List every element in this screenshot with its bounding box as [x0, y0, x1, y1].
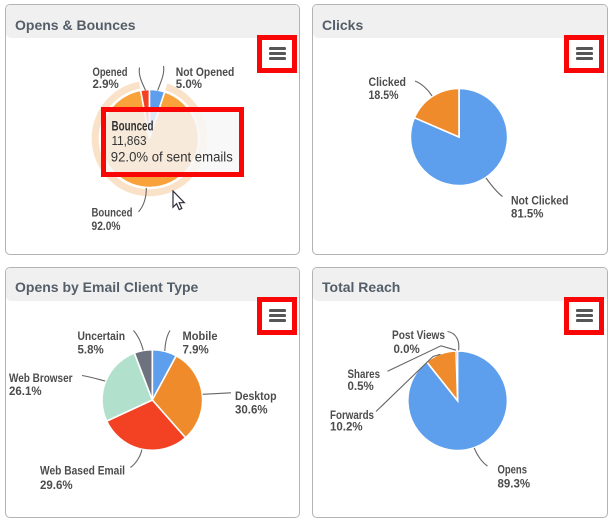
svg-text:Web Based Email: Web Based Email	[40, 466, 125, 478]
svg-text:Forwards: Forwards	[330, 410, 374, 422]
svg-text:Web Browser: Web Browser	[9, 373, 73, 385]
svg-text:81.5%: 81.5%	[511, 209, 544, 221]
svg-text:7.9%: 7.9%	[183, 345, 209, 357]
svg-text:Shares: Shares	[348, 369, 381, 381]
svg-text:5.8%: 5.8%	[78, 345, 104, 357]
svg-text:Bounced: Bounced	[92, 208, 133, 220]
svg-text:92.0% of sent emails: 92.0% of sent emails	[111, 149, 233, 164]
svg-text:Clicked: Clicked	[369, 77, 407, 89]
svg-text:Not Clicked: Not Clicked	[511, 196, 569, 208]
svg-text:10.2%: 10.2%	[330, 422, 363, 434]
svg-text:18.5%: 18.5%	[369, 90, 399, 102]
svg-text:Opened: Opened	[93, 67, 128, 79]
svg-text:5.0%: 5.0%	[176, 79, 202, 91]
svg-text:Mobile: Mobile	[183, 331, 218, 343]
svg-text:92.0%: 92.0%	[92, 221, 121, 233]
svg-text:Uncertain: Uncertain	[78, 331, 126, 343]
svg-text:89.3%: 89.3%	[498, 479, 531, 491]
svg-text:30.6%: 30.6%	[235, 405, 268, 417]
svg-text:2.9%: 2.9%	[93, 79, 119, 91]
svg-text:Post Views: Post Views	[392, 330, 445, 342]
svg-text:0.0%: 0.0%	[394, 344, 420, 356]
svg-text:Opens: Opens	[498, 465, 528, 477]
svg-text:Desktop: Desktop	[235, 391, 277, 403]
svg-text:0.5%: 0.5%	[348, 381, 374, 393]
svg-text:11,863: 11,863	[112, 133, 147, 148]
svg-text:Not Opened: Not Opened	[176, 67, 235, 79]
svg-text:Bounced: Bounced	[112, 118, 154, 134]
svg-text:29.6%: 29.6%	[40, 480, 73, 492]
svg-text:26.1%: 26.1%	[9, 386, 42, 398]
